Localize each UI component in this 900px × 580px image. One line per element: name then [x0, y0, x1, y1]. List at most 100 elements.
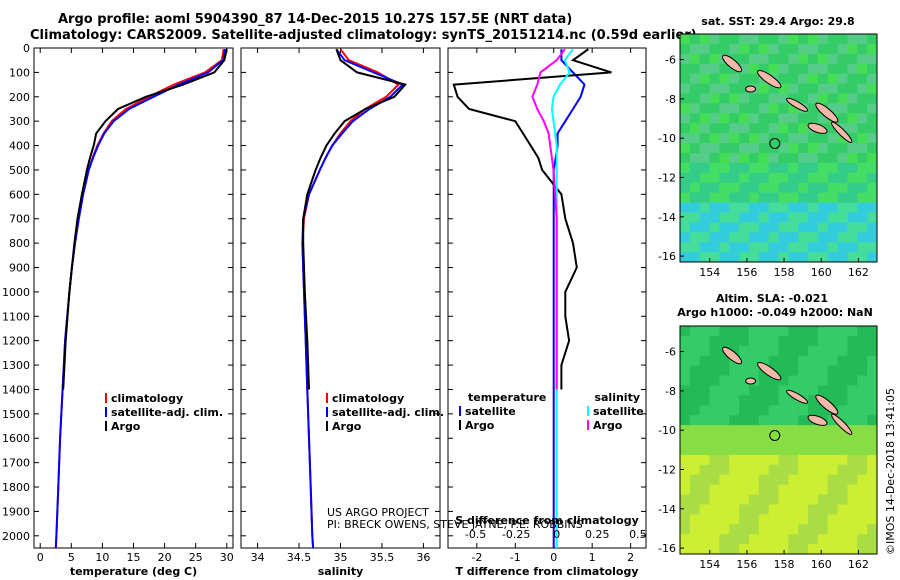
sst_map-cell	[788, 34, 799, 45]
sst_map-cell	[739, 133, 750, 144]
sla_map-cell	[788, 474, 799, 486]
sst_map-cell	[788, 113, 799, 124]
sst_map-cell	[778, 123, 789, 134]
sst_map-island	[815, 102, 839, 123]
sst_map-cell	[768, 162, 779, 174]
sst_map-cell	[788, 212, 799, 223]
sst_map-cell	[857, 83, 868, 94]
sst_map-cell	[817, 152, 829, 164]
sla_map-cell	[867, 425, 878, 436]
sst_map-cell	[729, 232, 740, 243]
sst_map-cell	[857, 53, 868, 65]
sst_map-cell	[680, 63, 691, 75]
salinity-plot-frame	[240, 47, 441, 549]
sla_map-cell	[748, 335, 760, 347]
sst_map-cell	[680, 222, 691, 233]
sst_map-cell	[739, 43, 750, 55]
sst_map-cell	[739, 143, 750, 154]
sst_map-cell	[768, 192, 779, 204]
sst_map-cell	[847, 182, 858, 194]
sla_map-y-tick-label: -12	[658, 463, 676, 476]
sst_map-cell	[699, 202, 711, 213]
sst_map-cell	[867, 73, 878, 85]
sla_map-cell	[808, 494, 819, 505]
sst_map-cell	[758, 43, 770, 55]
sla_map-cell	[739, 504, 750, 515]
sst_map-cell	[689, 123, 701, 134]
sla_map-cell	[847, 365, 858, 377]
sla_map-cell	[817, 514, 829, 525]
sst_map-cell	[837, 73, 848, 85]
sla_map-cell	[680, 365, 691, 377]
sla_map-cell	[748, 484, 760, 496]
sst_map-island	[721, 54, 743, 73]
sla_map-cell	[788, 405, 799, 416]
sla_map-cell	[857, 435, 868, 446]
sst_map-cell	[699, 182, 711, 194]
sla_map-cell	[827, 326, 839, 337]
sst_map-cell	[689, 43, 701, 55]
sst_map-cell	[758, 143, 770, 154]
sla_map-cell	[798, 484, 809, 496]
sst_map-cell	[857, 222, 868, 233]
sst_map-cell	[758, 53, 770, 65]
depth-tick-label: 1800	[2, 481, 30, 494]
sla_map-cell	[817, 375, 829, 386]
difference-x-tick-label: 0	[550, 551, 557, 564]
sla_map-cell	[798, 474, 809, 486]
sla_map-cell	[719, 524, 730, 535]
difference-x-tick-label: -2	[471, 551, 482, 564]
sla_map-cell	[867, 375, 878, 386]
sst_map-cell	[680, 212, 691, 223]
sla_map-cell	[808, 514, 819, 525]
sla_map-cell	[709, 365, 720, 377]
sla_map-cell	[709, 435, 720, 446]
sla_map-cell	[758, 464, 770, 476]
sst_map-cell	[857, 73, 868, 85]
sla_map-cell	[867, 494, 878, 505]
sst_map-cell	[788, 83, 799, 94]
sla_map-cell	[709, 534, 720, 545]
sst_map-cell	[837, 162, 848, 174]
difference-top-tick-label: -0.25	[502, 528, 530, 541]
depth-tick-label: 600	[9, 188, 30, 201]
sst_map-cell	[699, 43, 711, 55]
sst_map-cell	[729, 162, 740, 174]
sst_map-cell	[758, 123, 770, 134]
sst_map-cell	[788, 53, 799, 65]
sst_map-cell	[837, 212, 848, 223]
sla_map-cell	[788, 415, 799, 426]
sla_map-cell	[729, 524, 740, 535]
sla_map-cell	[719, 375, 730, 386]
sst_map-cell	[798, 212, 809, 223]
sla_map-cell	[808, 365, 819, 377]
sst_map-island	[786, 97, 809, 112]
sst_map-cell	[867, 93, 878, 104]
temperature-x-tick-label: 20	[158, 551, 172, 564]
sla_map-cell	[729, 435, 740, 446]
sst_map-cell	[768, 222, 779, 233]
sla_map-cell	[758, 405, 770, 416]
depth-tick-label: 1400	[2, 383, 30, 396]
sst_map-cell	[689, 152, 701, 164]
sst_map-cell	[768, 242, 779, 253]
sla_map-cell	[788, 504, 799, 515]
sst_map-cell	[689, 192, 701, 204]
sla_map-cell	[689, 504, 701, 515]
sla_map-cell	[778, 355, 789, 367]
sst_map-cell	[758, 222, 770, 233]
sst_map-cell	[680, 113, 691, 124]
sst_map-cell	[847, 222, 858, 233]
sla_map-cell	[808, 544, 819, 555]
sst_map-cell	[867, 172, 878, 184]
sla_map-cell	[729, 444, 740, 456]
sla_map-cell	[867, 534, 878, 545]
sla_map-cell	[867, 464, 878, 476]
sst_map-cell	[798, 43, 809, 55]
sst_map-cell	[798, 222, 809, 233]
sla_map-cell	[689, 326, 701, 337]
sst_map-cell	[867, 202, 878, 213]
sla_map-cell	[758, 326, 770, 337]
sla_map-cell	[847, 405, 858, 416]
sst_map-cell	[768, 152, 779, 164]
